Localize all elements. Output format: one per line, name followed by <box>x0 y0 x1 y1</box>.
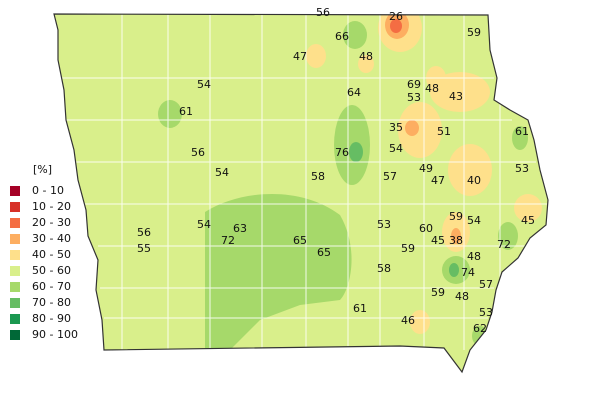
map-fill <box>54 14 548 372</box>
legend-swatch <box>10 234 20 244</box>
legend-label: 50 - 60 <box>32 264 71 277</box>
station-value: 58 <box>377 262 391 275</box>
station-value: 61 <box>353 302 367 315</box>
station-value: 63 <box>233 222 247 235</box>
legend-label: 10 - 20 <box>32 200 71 213</box>
station-value: 54 <box>467 214 481 227</box>
station-value: 60 <box>419 222 433 235</box>
station-value: 65 <box>293 234 307 247</box>
station-value: 59 <box>431 286 445 299</box>
station-value: 46 <box>401 314 415 327</box>
legend-swatch <box>10 314 20 324</box>
station-value: 58 <box>311 170 325 183</box>
station-value: 72 <box>497 238 511 251</box>
station-value: 56 <box>191 146 205 159</box>
station-value: 61 <box>515 125 529 138</box>
station-value: 69 <box>407 78 421 91</box>
legend-label: 40 - 50 <box>32 248 71 261</box>
station-value: 76 <box>335 146 349 159</box>
station-value: 48 <box>455 290 469 303</box>
legend-swatch <box>10 186 20 196</box>
station-value: 49 <box>419 162 433 175</box>
station-value: 40 <box>467 174 481 187</box>
station-value: 56 <box>316 6 330 19</box>
station-value: 54 <box>197 78 211 91</box>
station-labels: 56 26 59 66 47 48 54 69 48 53 43 64 61 35 51 61 54 76 56 54… <box>137 6 535 335</box>
station-value: 57 <box>383 170 397 183</box>
station-value: 56 <box>137 226 151 239</box>
station-value: 66 <box>335 30 349 43</box>
legend-label: 20 - 30 <box>32 216 71 229</box>
legend-swatch <box>10 218 20 228</box>
station-value: 62 <box>473 322 487 335</box>
station-value: 53 <box>479 306 493 319</box>
legend-swatch <box>10 250 20 260</box>
station-value: 53 <box>407 91 421 104</box>
station-value: 53 <box>515 162 529 175</box>
legend-swatch <box>10 266 20 276</box>
legend-swatch <box>10 298 20 308</box>
station-value: 72 <box>221 234 235 247</box>
legend-label: 80 - 90 <box>32 312 71 325</box>
legend-label: 30 - 40 <box>32 232 71 245</box>
legend-label: 70 - 80 <box>32 296 71 309</box>
station-value: 47 <box>293 50 307 63</box>
station-value: 55 <box>137 242 151 255</box>
station-value: 43 <box>449 90 463 103</box>
station-value: 48 <box>467 250 481 263</box>
station-value: 61 <box>179 105 193 118</box>
legend-unit: [%] <box>33 163 52 176</box>
station-value: 45 <box>521 214 535 227</box>
station-value: 59 <box>467 26 481 39</box>
legend-label: 90 - 100 <box>32 328 78 341</box>
legend-label: 60 - 70 <box>32 280 71 293</box>
station-value: 53 <box>377 218 391 231</box>
station-value: 47 <box>431 174 445 187</box>
station-value: 51 <box>437 125 451 138</box>
legend-swatch <box>10 202 20 212</box>
station-value: 54 <box>215 166 229 179</box>
legend-label: 0 - 10 <box>32 184 64 197</box>
station-value: 54 <box>197 218 211 231</box>
station-value: 26 <box>389 10 403 23</box>
legend: 0 - 10 10 - 20 20 - 30 30 - 40 40 - 50 50 - 6… <box>10 184 78 341</box>
legend-swatch <box>10 330 20 340</box>
station-value: 45 <box>431 234 445 247</box>
legend-swatch <box>10 282 20 292</box>
station-value: 64 <box>347 86 361 99</box>
station-value: 57 <box>479 278 493 291</box>
station-value: 48 <box>359 50 373 63</box>
station-value: 74 <box>461 266 475 279</box>
station-value: 59 <box>449 210 463 223</box>
station-value: 59 <box>401 242 415 255</box>
station-value: 48 <box>425 82 439 95</box>
station-value: 65 <box>317 246 331 259</box>
station-value: 35 <box>389 121 403 134</box>
station-value: 54 <box>389 142 403 155</box>
station-value: 38 <box>449 234 463 247</box>
